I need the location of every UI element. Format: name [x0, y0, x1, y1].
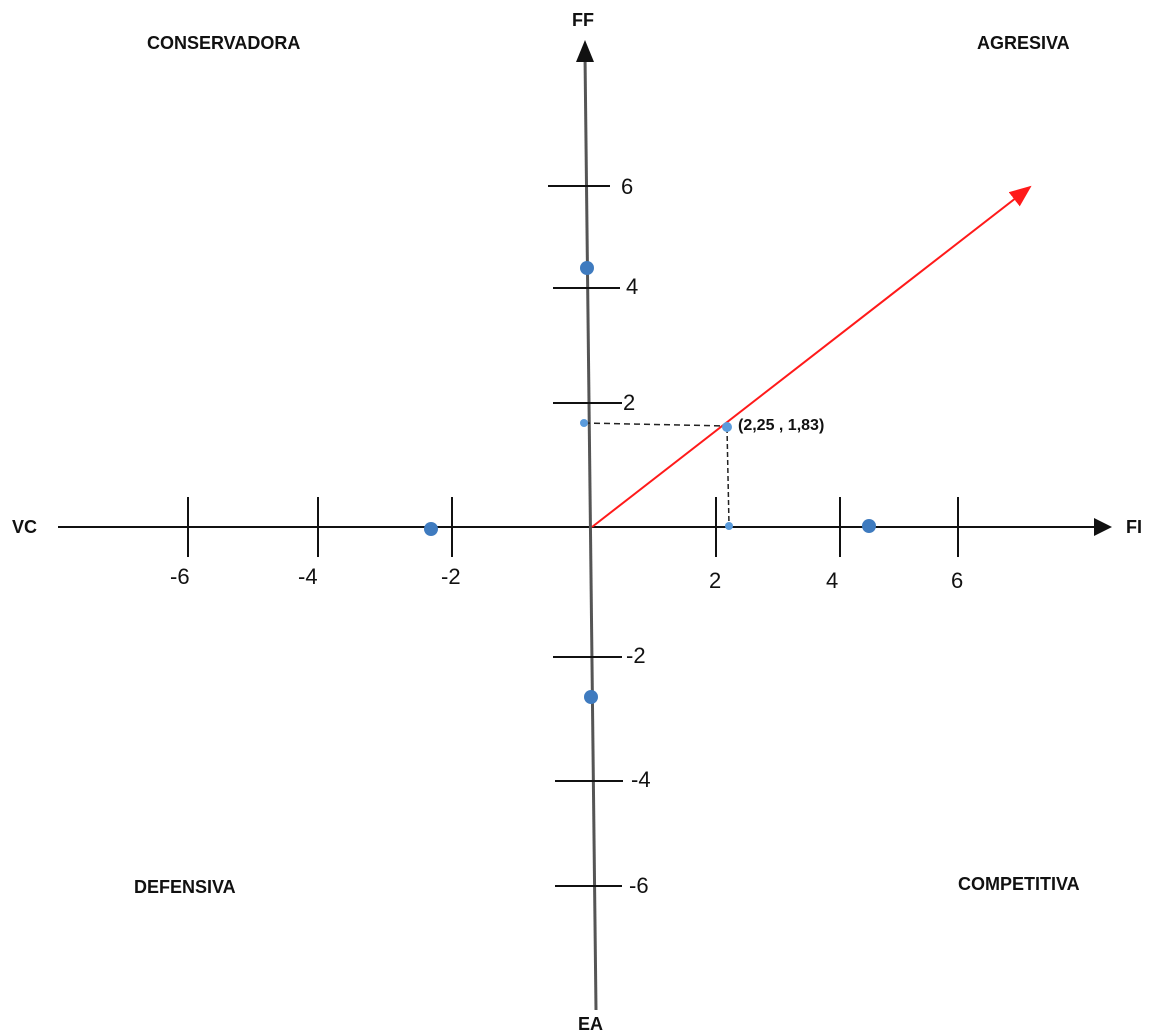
quadrant-label-conservadora: CONSERVADORA	[147, 33, 300, 53]
result-point-label: (2,25 , 1,83)	[738, 417, 824, 434]
point-vc	[424, 522, 438, 536]
x-tick-label: 2	[709, 568, 721, 593]
point-fi	[862, 519, 876, 533]
y-tick-label: -4	[631, 767, 651, 792]
quadrant-label-competitiva: COMPETITIVA	[958, 874, 1080, 894]
projection-point-y	[580, 419, 588, 427]
x-tick-label: -6	[170, 564, 190, 589]
projection-point-x	[725, 522, 733, 530]
guide-line-horizontal	[583, 422, 728, 427]
x-tick-label: -4	[298, 564, 318, 589]
y-tick-label: -6	[629, 873, 649, 898]
axis-label-ff: FF	[572, 10, 594, 30]
quadrant-label-defensiva: DEFENSIVA	[134, 877, 236, 897]
top-arrowhead-icon	[576, 40, 594, 62]
result-point	[722, 422, 732, 432]
axis-label-ea: EA	[578, 1014, 603, 1034]
y-tick-label: 4	[626, 274, 638, 299]
x-tick-label: 6	[951, 568, 963, 593]
x-tick-label: 4	[826, 568, 838, 593]
y-tick-label: 2	[623, 390, 635, 415]
y-tick-label: 6	[621, 174, 633, 199]
resultant-vector-arrow	[591, 185, 1032, 528]
y-tick-label: -2	[626, 643, 646, 668]
quadrant-label-agresiva: AGRESIVA	[977, 33, 1070, 53]
axis-label-fi: FI	[1126, 517, 1142, 537]
vertical-axis	[583, 54, 598, 1011]
guide-line-vertical	[726, 427, 730, 526]
point-ff	[580, 261, 594, 275]
point-ea	[584, 690, 598, 704]
right-arrowhead-icon	[1094, 518, 1112, 536]
axis-label-vc: VC	[12, 517, 37, 537]
x-tick-label: -2	[441, 564, 461, 589]
